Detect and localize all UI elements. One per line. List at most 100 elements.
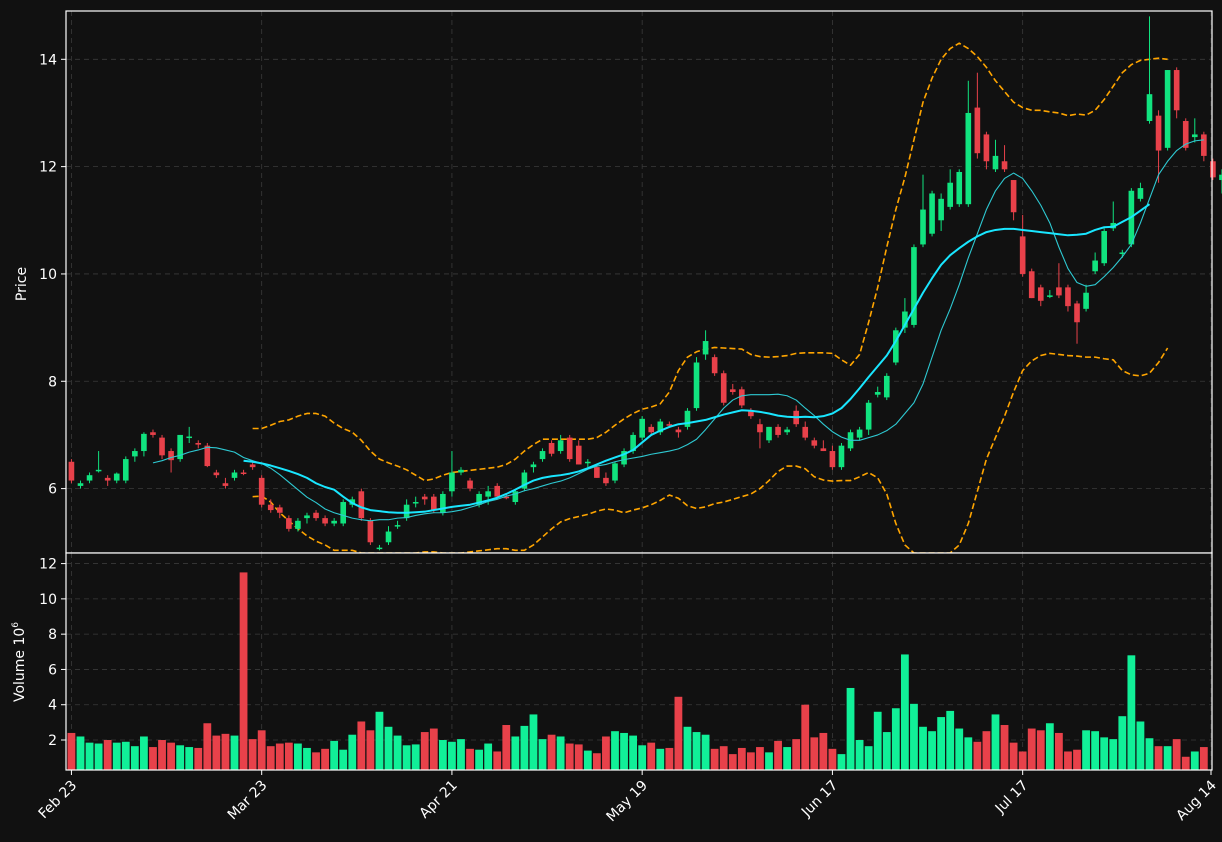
volume-bar: [538, 739, 547, 770]
volume-bar: [140, 736, 148, 770]
volume-bar: [765, 752, 773, 770]
volume-bar: [529, 714, 538, 770]
candle-body: [1164, 70, 1171, 148]
volume-y-tick-label: 2: [48, 733, 57, 749]
candle-body: [394, 525, 401, 527]
candle-body: [430, 496, 437, 511]
candle-body: [557, 440, 564, 452]
volume-bar: [819, 732, 828, 770]
volume-bar: [946, 710, 955, 770]
volume-bar: [955, 728, 964, 770]
volume-y-tick-label: 12: [39, 557, 57, 573]
candle-body: [666, 424, 673, 426]
candle-body: [1065, 287, 1071, 307]
volume-bar: [203, 723, 212, 770]
candle-body: [1219, 174, 1222, 181]
volume-bar: [982, 731, 991, 770]
volume-bar: [846, 687, 855, 770]
volume-bar: [647, 742, 656, 770]
candle-body: [1001, 161, 1008, 170]
candle-body: [947, 182, 953, 207]
volume-bar: [167, 742, 175, 770]
candle-body: [485, 491, 491, 497]
volume-bar: [1091, 731, 1100, 770]
price-y-tick-label: 10: [39, 267, 57, 283]
candle-body: [1056, 287, 1062, 296]
volume-bar: [719, 746, 728, 770]
volume-bar: [384, 726, 393, 770]
candle-body: [829, 451, 836, 468]
volume-bar: [574, 744, 583, 770]
candle-body: [1119, 252, 1126, 254]
volume-bar: [176, 745, 185, 770]
volume-bar: [393, 735, 402, 770]
candle-body: [739, 389, 745, 406]
volume-bar: [602, 736, 610, 770]
candle-body: [639, 418, 645, 438]
volume-bar: [457, 739, 465, 770]
candle-body: [376, 547, 383, 550]
volume-bar: [67, 732, 76, 770]
volume-bar: [466, 748, 474, 770]
volume-bar: [221, 733, 230, 770]
volume-bar: [728, 754, 737, 770]
volume-bar: [402, 745, 411, 770]
volume-bar: [864, 746, 873, 770]
candles: [68, 16, 1222, 551]
volume-y-tick-label: 6: [48, 662, 57, 678]
candle-body: [77, 483, 84, 486]
volume-grid: [66, 553, 1212, 770]
volume-panel-frame: [65, 552, 1213, 771]
candle-body: [856, 429, 863, 438]
volume-bar: [1145, 738, 1154, 770]
volume-bar: [375, 711, 384, 770]
candle-body: [1146, 94, 1153, 122]
candle-body: [1137, 188, 1144, 199]
candle-body: [702, 341, 709, 355]
volume-bar: [448, 741, 456, 770]
volume-bar: [1172, 739, 1181, 770]
volume-bar: [565, 743, 574, 770]
volume-bar: [991, 714, 1000, 770]
volume-bar: [275, 743, 284, 770]
candle-body: [86, 475, 93, 481]
volume-bar: [257, 730, 266, 770]
volume-bar: [792, 739, 801, 770]
candle-body: [168, 451, 174, 461]
candle-body: [494, 485, 501, 497]
volume-bar: [294, 743, 302, 770]
volume-bar: [520, 725, 529, 770]
candle-body: [95, 469, 102, 472]
volume-bar: [284, 742, 293, 770]
volume-bar: [357, 721, 366, 770]
price-y-tick-label: 8: [48, 374, 57, 390]
ma-fast-line: [152, 139, 1204, 522]
candle-body: [150, 432, 156, 435]
candle-body: [231, 472, 238, 478]
candle-body: [1191, 134, 1198, 138]
volume-bar: [810, 737, 819, 770]
volume-bar: [1045, 723, 1054, 770]
candle-body: [440, 493, 446, 513]
candle-body: [412, 502, 419, 504]
volume-bar: [1000, 725, 1009, 770]
candle-body: [585, 461, 591, 464]
price-plot-area: [68, 16, 1222, 554]
candle-body: [575, 445, 582, 465]
candle-body: [893, 330, 899, 363]
candle-body: [992, 155, 999, 170]
price-panel-background: [66, 11, 1212, 553]
volume-bar: [1082, 730, 1090, 770]
candle-body: [802, 426, 809, 438]
volume-y-tick-label: 8: [48, 627, 57, 643]
volume-bar: [783, 747, 792, 770]
volume-bar: [900, 654, 909, 770]
candle-body: [965, 112, 972, 205]
candle-body: [675, 429, 682, 433]
volume-bar: [1190, 751, 1199, 770]
volume-bar: [756, 747, 764, 770]
volume-bar: [484, 743, 493, 770]
volume-bar: [737, 747, 746, 770]
candle-body: [865, 402, 872, 430]
candle-body: [539, 451, 546, 460]
